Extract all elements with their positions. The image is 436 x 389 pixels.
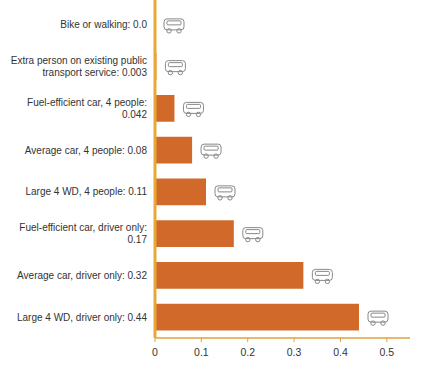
x-tick: [155, 338, 156, 342]
x-tick: [340, 338, 341, 342]
chart-container: 0 0.1 0.2 0.3 0.4 0.5 Bike or walking: 0.0 Extr…: [0, 0, 436, 389]
bar: [155, 262, 303, 289]
bar: [155, 220, 234, 247]
bar: [155, 304, 359, 331]
x-tick: [294, 338, 295, 342]
vehicle-icon: [183, 102, 203, 116]
bar: [155, 179, 206, 206]
category-label: Fuel-efficient car, 4 people:0.042: [27, 97, 147, 120]
category-label: Large 4 WD, driver only: 0.44: [17, 312, 147, 323]
x-tick: [386, 338, 387, 342]
x-tick-label: 0: [152, 346, 158, 358]
x-tick: [247, 338, 248, 342]
x-tick: [201, 338, 202, 342]
vehicle-icon: [165, 61, 185, 75]
x-tick-label: 0.5: [380, 346, 395, 358]
bar: [155, 137, 192, 164]
vehicle-icon: [201, 144, 221, 158]
y-axis-line: [154, 0, 157, 338]
category-label: Average car, 4 people: 0.08: [25, 145, 148, 156]
vehicle-icon: [215, 186, 235, 200]
x-tick-label: 0.3: [287, 346, 302, 358]
x-tick-label: 0.4: [333, 346, 348, 358]
x-tick-label: 0.2: [240, 346, 255, 358]
chart-svg: 0 0.1 0.2 0.3 0.4 0.5 Bike or walking: 0.0 Extr…: [0, 0, 436, 389]
vehicle-icon: [164, 19, 184, 33]
category-label: Bike or walking: 0.0: [60, 19, 147, 30]
category-label: Fuel-efficient car, driver only:0.17: [19, 222, 147, 245]
category-label: Extra person on existing publictransport…: [11, 55, 148, 78]
x-tick-label: 0.1: [194, 346, 209, 358]
vehicle-icon: [312, 269, 332, 283]
vehicle-icon: [243, 228, 263, 242]
bars: [155, 53, 359, 330]
bar: [155, 95, 174, 122]
vehicle-icon: [368, 311, 388, 325]
x-axis-line: [155, 337, 410, 339]
category-label: Average car, driver only: 0.32: [17, 270, 147, 281]
category-label: Large 4 WD, 4 people: 0.11: [25, 186, 147, 197]
icons: [164, 19, 388, 325]
